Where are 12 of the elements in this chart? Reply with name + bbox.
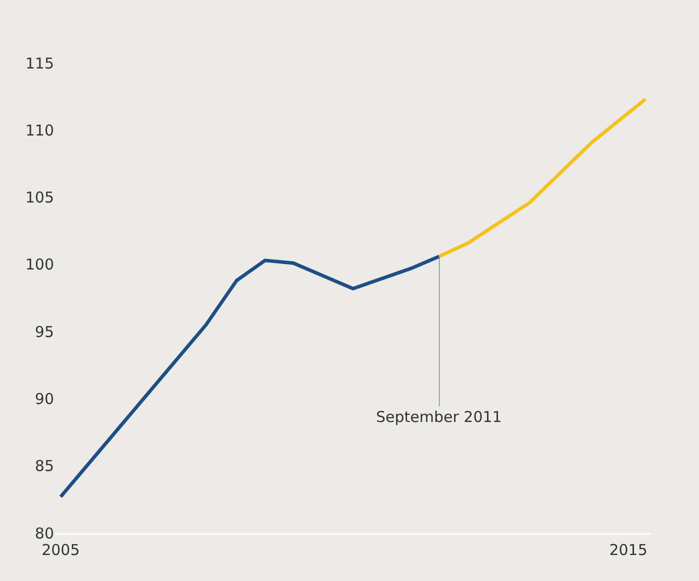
annotation: September 2011 [376,408,502,426]
y-tick-label: 80 [34,524,54,542]
y-tick-label: 95 [34,322,54,341]
y-tick-label: 85 [34,457,54,476]
y-tick-label: 90 [34,390,54,408]
y-tick-label: 110 [25,121,54,140]
line-series [438,98,648,258]
y-tick-label: 100 [25,256,54,274]
x-tick-label: 2005 [42,541,80,559]
y-tick-label: 105 [25,188,54,207]
x-tick-label: 2015 [609,541,648,559]
y-tick-label: 115 [25,54,54,72]
